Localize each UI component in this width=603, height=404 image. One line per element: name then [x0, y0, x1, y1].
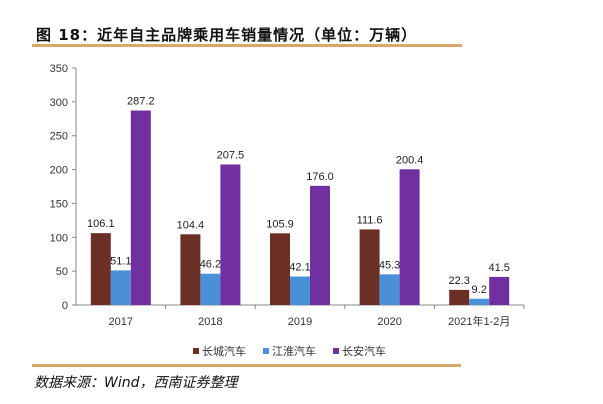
- legend-swatch: [193, 348, 199, 354]
- y-tick-label: 350: [50, 63, 68, 75]
- data-label: 46.2: [200, 259, 221, 271]
- bar-长城汽车: [359, 229, 380, 305]
- y-tick-label: 0: [62, 300, 68, 312]
- data-label: 207.5: [217, 149, 245, 161]
- x-tick-label: 2019: [288, 316, 312, 328]
- bar-江淮汽车: [110, 270, 131, 305]
- source-note: 数据来源：Wind，西南证券整理: [34, 375, 238, 391]
- legend-label: 长安汽车: [342, 344, 386, 358]
- data-label: 104.4: [177, 219, 205, 231]
- y-tick-label: 100: [50, 232, 68, 244]
- bar-江淮汽车: [379, 274, 400, 305]
- bar-江淮汽车: [200, 273, 221, 305]
- bar-江淮汽车: [469, 298, 490, 305]
- y-tick-label: 150: [50, 198, 68, 210]
- x-tick-label: 2017: [109, 316, 133, 328]
- data-label: 9.2: [472, 284, 487, 296]
- bar-长城汽车: [449, 289, 470, 305]
- bar-长安汽车: [220, 164, 241, 305]
- x-tick-label: 2020: [377, 316, 401, 328]
- legend-label: 江淮汽车: [272, 344, 316, 358]
- data-label: 287.2: [127, 96, 155, 108]
- data-label: 45.3: [379, 259, 400, 271]
- x-tick-label: 2021年1-2月: [448, 314, 510, 328]
- legend-swatch: [333, 348, 339, 354]
- bar-长安汽车: [399, 169, 420, 305]
- data-label: 22.3: [448, 275, 469, 287]
- bar-长城汽车: [270, 233, 290, 305]
- legend-label: 长城汽车: [202, 344, 246, 358]
- bar-长安汽车: [310, 185, 330, 305]
- y-tick-label: 200: [50, 165, 68, 177]
- bar-长安汽车: [130, 110, 151, 306]
- bar-长安汽车: [489, 276, 510, 305]
- bar-长城汽车: [90, 233, 111, 305]
- x-tick-label: 2018: [198, 316, 222, 328]
- y-tick-label: 250: [50, 131, 68, 143]
- data-label: 106.1: [87, 218, 115, 230]
- source-rule: [32, 364, 461, 367]
- data-label: 51.1: [110, 255, 131, 267]
- data-label: 111.6: [357, 214, 383, 226]
- y-tick-label: 300: [50, 97, 68, 109]
- y-tick-label: 50: [56, 266, 68, 278]
- bar-长城汽车: [180, 234, 201, 305]
- data-label: 41.5: [488, 262, 509, 274]
- data-label: 200.4: [396, 154, 424, 166]
- title-rule: [32, 44, 462, 47]
- legend-swatch: [263, 348, 269, 354]
- figure-title: 图 18：近年自主品牌乘用车销量情况（单位：万辆）: [36, 26, 418, 44]
- data-label: 105.9: [266, 218, 294, 230]
- data-label: 42.1: [289, 261, 310, 273]
- bar-江淮汽车: [290, 276, 310, 305]
- data-label: 176.0: [306, 171, 334, 183]
